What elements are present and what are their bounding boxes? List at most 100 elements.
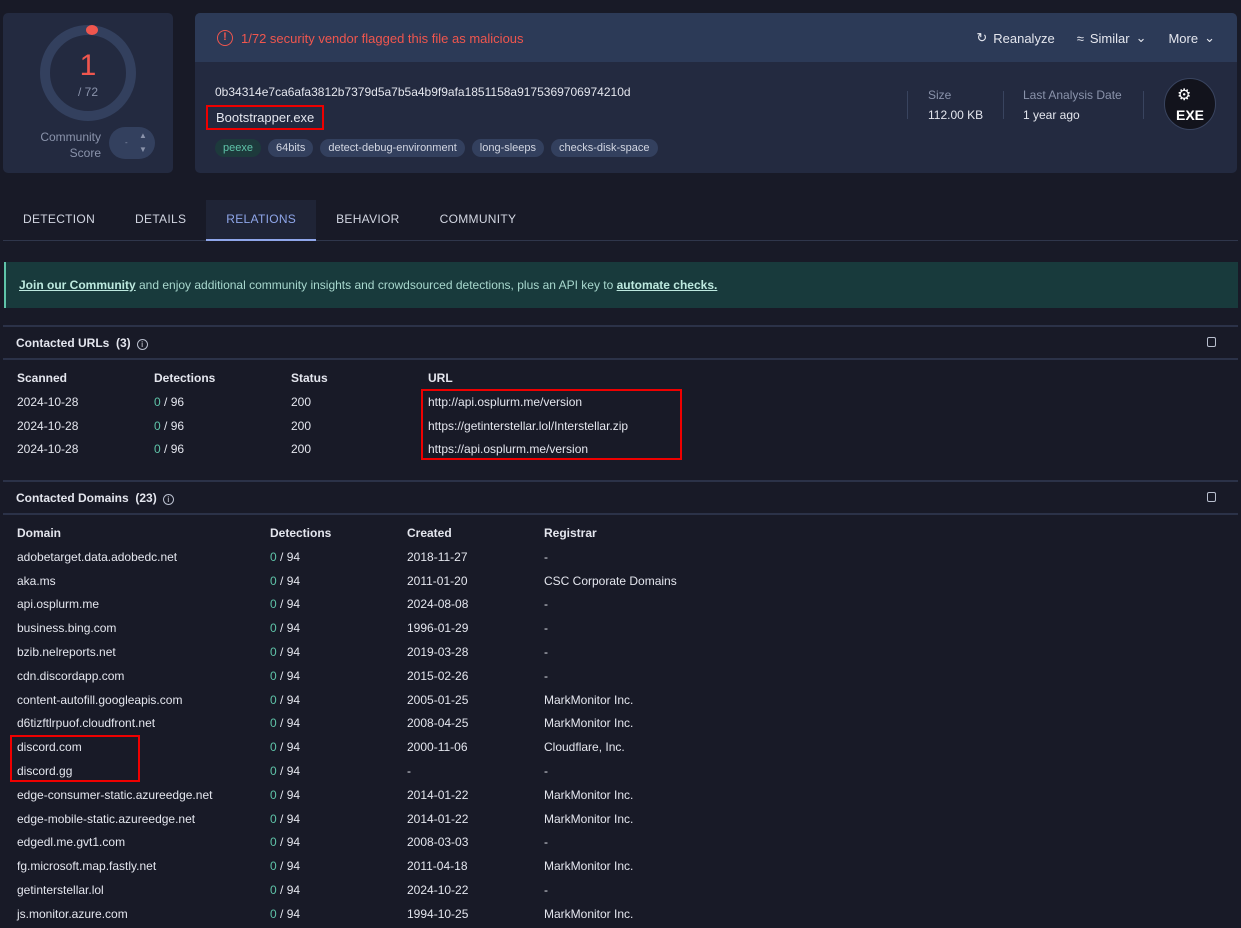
domain-link[interactable]: aka.ms (17, 573, 56, 588)
domain-link[interactable]: edge-consumer-static.azureedge.net (17, 787, 213, 802)
tab-details[interactable]: DETAILS (135, 212, 187, 226)
tag[interactable]: 64bits (267, 139, 314, 157)
chevron-down-icon: ⌄ (1204, 30, 1215, 45)
domain-link[interactable]: business.bing.com (17, 621, 117, 636)
created-date: 2019-03-28 (407, 645, 469, 660)
table-row: 2024-10-28 0 / 96 200 https://getinterstell… (17, 414, 628, 438)
chevron-down-icon: ⌄ (1135, 30, 1147, 45)
registrar: - (544, 645, 548, 660)
detections: 0 / 94 (270, 906, 301, 921)
domain-link[interactable]: cdn.discordapp.com (17, 668, 125, 683)
domain-link[interactable]: edge-mobile-static.azureedge.net (17, 811, 196, 826)
domain-link[interactable]: fg.microsoft.map.fastly.net (17, 859, 157, 874)
file-name: Bootstrapper.exe (206, 105, 325, 130)
registrar: Cloudflare, Inc. (544, 740, 625, 755)
size-label: Size (928, 88, 952, 102)
registrar: - (544, 668, 548, 683)
domain-link[interactable]: bzib.nelreports.net (17, 645, 116, 660)
detections: 0 / 94 (270, 668, 301, 683)
contacted-urls-header: Contacted URLs (3) i (3, 325, 1238, 360)
last-analysis-value: 1 year ago (1023, 108, 1080, 122)
url-link[interactable]: https://getinterstellar.lol/Interstellar… (428, 418, 629, 433)
registrar: MarkMonitor Inc. (544, 716, 634, 731)
created-date: 2008-04-25 (407, 716, 469, 731)
highlight-box (421, 389, 682, 460)
registrar: MarkMonitor Inc. (544, 787, 634, 802)
more-button[interactable]: More ⌄ (1168, 30, 1215, 46)
table-row: edgedl.me.gvt1.com 0 / 94 2008-03-03 - (17, 831, 677, 855)
tab-behavior[interactable]: BEHAVIOR (336, 212, 400, 226)
detections: 0 / 96 (154, 442, 185, 457)
join-community-link[interactable]: Join our Community (19, 278, 136, 292)
domain-link[interactable]: d6tizftlrpuof.cloudfront.net (17, 716, 156, 731)
tag[interactable]: long-sleeps (471, 139, 545, 157)
domain-link[interactable]: api.osplurm.me (17, 597, 100, 612)
url-link[interactable]: https://api.osplurm.me/version (428, 442, 589, 457)
table-row: adobetarget.data.adobedc.net 0 / 94 2018-1… (17, 545, 677, 569)
url-link[interactable]: http://api.osplurm.me/version (428, 394, 583, 409)
upvote-icon[interactable]: ▲ (139, 131, 147, 140)
tab-community[interactable]: COMMUNITY (439, 212, 517, 226)
table-row: 2024-10-28 0 / 96 200 https://api.osplurm.m… (17, 438, 628, 462)
registrar: - (544, 549, 548, 564)
tag[interactable]: checks-disk-space (551, 139, 658, 157)
detections: 0 / 94 (270, 597, 301, 612)
tab-relations[interactable]: RELATIONS (206, 200, 317, 241)
detections: 0 / 94 (270, 859, 301, 874)
table-row: getinterstellar.lol 0 / 94 2024-10-22 - (17, 878, 677, 902)
domain-link[interactable]: content-autofill.googleapis.com (17, 692, 183, 707)
detections: 0 / 94 (270, 621, 301, 636)
ring-indicator (86, 25, 98, 35)
file-hash[interactable]: 0b34314e7ca6afa3812b7379d5a7b5a4b9f9afa1… (215, 85, 631, 99)
contacted-domains-header: Contacted Domains (23) i (3, 480, 1238, 515)
detections: 0 / 94 (270, 645, 301, 660)
created-date: 2014-01-22 (407, 787, 469, 802)
created-date: 2024-08-08 (407, 597, 469, 612)
domain-link[interactable]: adobetarget.data.adobedc.net (17, 549, 178, 564)
community-banner: Join our Community and enjoy additional … (4, 262, 1238, 308)
registrar: MarkMonitor Inc. (544, 906, 634, 921)
divider (1003, 91, 1004, 119)
domain-link[interactable]: js.monitor.azure.com (17, 906, 128, 921)
table-row: 2024-10-28 0 / 96 200 http://api.osplurm.me… (17, 390, 628, 414)
domain-link[interactable]: discord.com (17, 740, 82, 755)
table-row: bzib.nelreports.net 0 / 94 2019-03-28 - (17, 640, 677, 664)
detections: 0 / 94 (270, 692, 301, 707)
info-icon[interactable]: i (162, 494, 174, 505)
domain-link[interactable]: edgedl.me.gvt1.com (17, 835, 126, 850)
tag[interactable]: detect-debug-environment (320, 139, 465, 157)
scanned-date: 2024-10-28 (17, 442, 79, 457)
community-score-value: - (125, 138, 128, 147)
file-tags: peexe 64bits detect-debug-environment lo… (215, 139, 658, 157)
created-date: 2000-11-06 (407, 740, 468, 755)
detections: 0 / 94 (270, 883, 301, 898)
contacted-domains-table: Domain Detections Created Registrar adobeta… (17, 521, 677, 926)
divider (907, 91, 908, 119)
table-row: edge-mobile-static.azureedge.net 0 / 94 20… (17, 807, 677, 831)
status: 200 (291, 418, 312, 433)
tab-detection[interactable]: DETECTION (23, 212, 96, 226)
domain-link[interactable]: getinterstellar.lol (17, 883, 104, 898)
reanalyze-button[interactable]: ↻ Reanalyze (976, 30, 1055, 46)
domain-link[interactable]: discord.gg (17, 764, 73, 779)
copy-icon[interactable] (1207, 337, 1216, 347)
detections: 0 / 94 (270, 573, 301, 588)
info-icon[interactable]: i (136, 339, 148, 350)
similar-button[interactable]: ≈ Similar ⌄ (1076, 30, 1147, 46)
tab-bar: DETECTION DETAILS RELATIONS BEHAVIOR COM… (3, 200, 1238, 241)
file-summary-card: ! 1/72 security vendor flagged this file … (195, 13, 1237, 173)
table-row: discord.com 0 / 94 2000-11-06 Cloudflare, I… (17, 735, 677, 759)
detections: 0 / 94 (270, 811, 301, 826)
copy-icon[interactable] (1207, 492, 1216, 502)
table-row: content-autofill.googleapis.com 0 / 94 200… (17, 688, 677, 712)
downvote-icon[interactable]: ▼ (139, 145, 147, 154)
highlight-box (10, 735, 140, 782)
registrar: - (544, 883, 548, 898)
tag[interactable]: peexe (215, 139, 261, 157)
automate-checks-link[interactable]: automate checks. (616, 278, 718, 292)
created-date: 2011-01-20 (407, 573, 468, 588)
registrar: - (544, 597, 548, 612)
table-row: aka.ms 0 / 94 2011-01-20 CSC Corporate Doma… (17, 569, 677, 593)
detections: 0 / 94 (270, 549, 301, 564)
community-vote-control[interactable]: - ▲ ▼ (109, 127, 155, 159)
